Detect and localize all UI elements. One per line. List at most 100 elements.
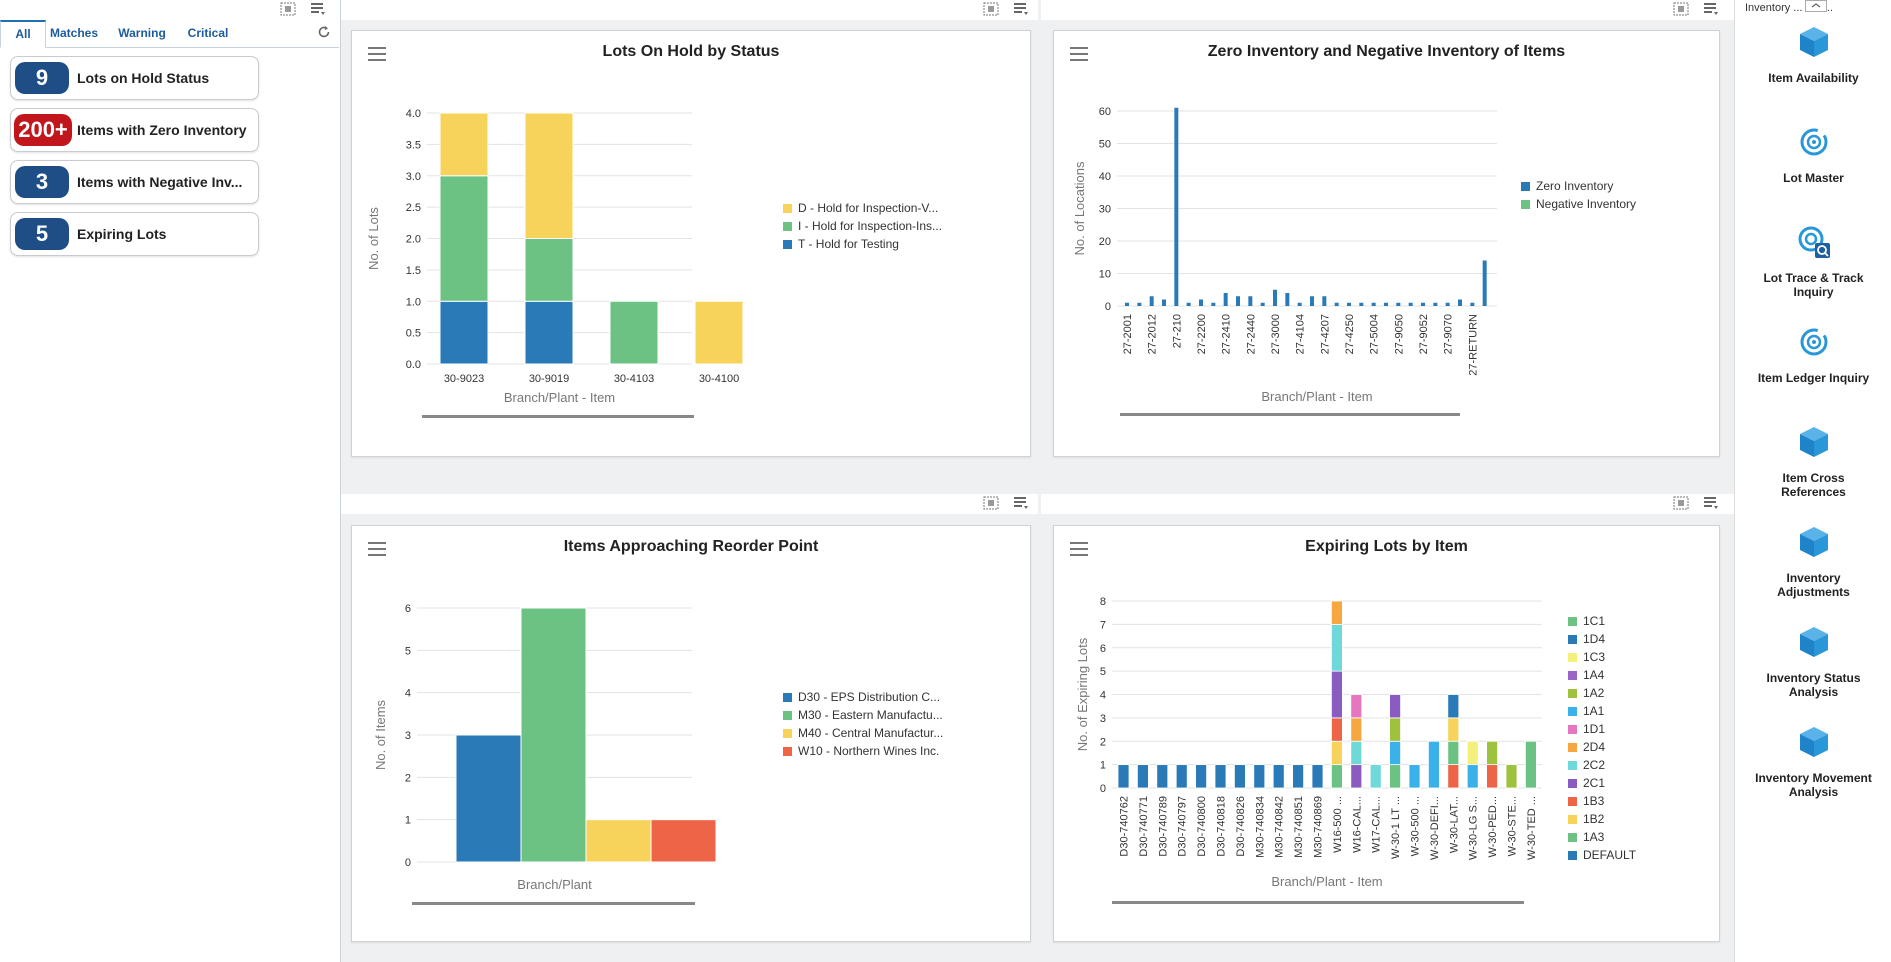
bar-segment <box>1330 717 1343 742</box>
bar <box>520 607 587 863</box>
legend-item: 1A3 <box>1583 830 1605 844</box>
springboard-item[interactable]: Item Cross References <box>1735 424 1891 499</box>
legend-item: 1C3 <box>1583 650 1605 664</box>
bar-segment <box>1253 764 1266 789</box>
y-tick-label: 8 <box>1100 596 1106 608</box>
y-tick-label: 3.5 <box>406 139 421 151</box>
y-tick-label: 1 <box>405 815 411 827</box>
chart-card-reorder-point: Items Approaching Reorder Point 0 1 2 3 4 5 6 N… <box>351 525 1031 942</box>
springboard-item[interactable]: Item Availability <box>1735 24 1891 85</box>
toolbar-strip <box>341 494 1038 514</box>
legend-item: 1D1 <box>1583 722 1605 736</box>
refresh-icon[interactable] <box>316 24 332 40</box>
y-axis-label: No. of Expiring Lots <box>1075 637 1090 751</box>
count-badge: 9 <box>15 62 69 94</box>
springboard-label: Item Cross References <box>1781 471 1846 499</box>
legend-item: 1B3 <box>1583 794 1605 808</box>
legend-swatch <box>1568 635 1577 644</box>
settings-icon[interactable] <box>1013 2 1029 16</box>
bar-segment <box>1330 764 1343 789</box>
cube-icon <box>1799 527 1828 557</box>
legend-swatch <box>1568 689 1577 698</box>
pane-divider[interactable] <box>340 0 341 962</box>
bar <box>1310 296 1314 306</box>
maximize-icon[interactable] <box>983 2 999 16</box>
bar <box>1371 302 1376 306</box>
bar <box>1458 299 1462 306</box>
bar <box>455 734 522 863</box>
bar-segment <box>1156 764 1169 789</box>
bar-segment <box>1389 717 1402 742</box>
search-target-icon <box>1798 226 1830 258</box>
springboard-item[interactable]: Lot Master <box>1735 124 1891 185</box>
bar-segment <box>1195 764 1208 789</box>
springboard-item[interactable]: Lot Trace & Track Inquiry <box>1735 224 1891 299</box>
y-axis-label: No. of Lots <box>366 207 381 270</box>
maximize-icon[interactable] <box>983 496 999 510</box>
legend-swatch <box>783 711 792 720</box>
settings-icon[interactable] <box>1703 2 1719 16</box>
bar-segment <box>1427 740 1440 789</box>
y-tick-label: 4.0 <box>406 108 421 120</box>
collapse-icon[interactable] <box>1805 0 1827 12</box>
menu-icon[interactable] <box>368 47 386 61</box>
bar-segment <box>1175 764 1188 789</box>
springboard-item[interactable]: Inventory Movement Analysis <box>1735 724 1891 799</box>
bar-segment <box>1447 740 1460 766</box>
settings-icon[interactable] <box>1013 496 1029 510</box>
x-tick-label: M30-740834 <box>1254 796 1266 858</box>
x-tick-label: 27-5004 <box>1369 314 1381 354</box>
x-tick-label: M30-740842 <box>1274 796 1286 858</box>
settings-icon[interactable] <box>1703 496 1719 510</box>
bar-segment <box>1330 600 1343 625</box>
x-tick-label: W-30-1 LT ... <box>1390 796 1402 859</box>
bar-segment <box>1292 764 1305 789</box>
tab-all[interactable]: All <box>0 20 46 48</box>
watchlist-lots-on-hold[interactable]: 9 Lots on Hold Status <box>10 56 259 100</box>
springboard-item[interactable]: Inventory Adjustments <box>1735 524 1891 599</box>
target-icon <box>1800 128 1827 156</box>
x-tick-label: 30-4103 <box>614 373 654 385</box>
tab-matches[interactable]: Matches <box>49 26 99 40</box>
y-tick-label: 4 <box>405 688 411 700</box>
bar <box>1334 302 1339 306</box>
watchlist-expiring-lots[interactable]: 5 Expiring Lots <box>10 212 259 256</box>
legend-item: 1B2 <box>1583 812 1605 826</box>
bar-segment <box>1350 740 1363 766</box>
chart-card-expiring-lots: Expiring Lots by Item 0 1 2 3 4 5 6 7 8 No. of Ex… <box>1053 525 1720 942</box>
scrollbar <box>422 415 694 418</box>
bar-segment <box>1311 764 1324 789</box>
count-badge: 3 <box>15 166 69 198</box>
springboard-label: Inventory Movement Analysis <box>1755 771 1872 799</box>
y-axis-label: No. of Locations <box>1072 161 1087 255</box>
menu-icon[interactable] <box>1070 542 1088 556</box>
bar-segment <box>1350 694 1363 719</box>
legend-swatch <box>1568 833 1577 842</box>
maximize-icon[interactable] <box>280 2 296 16</box>
bar <box>1285 293 1290 306</box>
watchlist-negative-inventory[interactable]: 3 Items with Negative Inv... <box>10 160 259 204</box>
bar <box>585 819 652 863</box>
x-tick-label: 27-4250 <box>1344 314 1356 354</box>
y-tick-label: 3 <box>405 730 411 742</box>
springboard-item[interactable]: Inventory Status Analysis <box>1735 624 1891 699</box>
legend-item: T - Hold for Testing <box>798 237 899 251</box>
settings-icon[interactable] <box>310 2 326 16</box>
menu-icon[interactable] <box>368 542 386 556</box>
maximize-icon[interactable] <box>1673 496 1689 510</box>
springboard-label: Item Availability <box>1768 71 1859 85</box>
bar-segment <box>1447 694 1460 719</box>
menu-icon[interactable] <box>1070 47 1088 61</box>
maximize-icon[interactable] <box>1673 2 1689 16</box>
bar-segment <box>524 238 574 302</box>
x-tick-label: 27-2440 <box>1245 314 1257 354</box>
bar-segment <box>1466 764 1479 789</box>
tab-critical[interactable]: Critical <box>187 26 229 40</box>
chart-title: Items Approaching Reorder Point <box>563 538 819 555</box>
y-tick-label: 6 <box>1100 643 1106 655</box>
bar-segment <box>1466 740 1479 766</box>
springboard-item[interactable]: Item Ledger Inquiry <box>1735 324 1891 385</box>
tab-warning[interactable]: Warning <box>118 26 166 40</box>
bar <box>1359 302 1364 306</box>
watchlist-zero-inventory[interactable]: 200+ Items with Zero Inventory <box>10 108 259 152</box>
